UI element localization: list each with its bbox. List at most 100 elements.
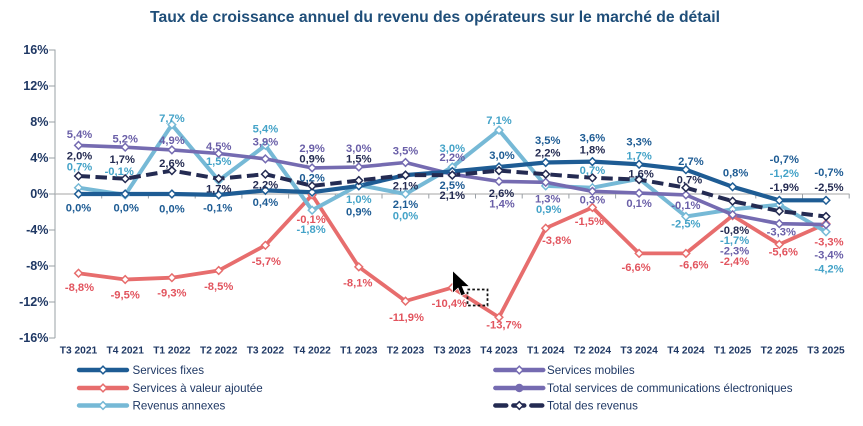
svg-text:Revenus annexes: Revenus annexes bbox=[133, 400, 226, 413]
svg-text:T3 2022: T3 2022 bbox=[247, 346, 285, 357]
svg-text:2,1%: 2,1% bbox=[393, 180, 419, 192]
svg-text:0,9%: 0,9% bbox=[299, 154, 325, 166]
svg-text:8%: 8% bbox=[30, 115, 48, 129]
svg-text:1,5%: 1,5% bbox=[346, 154, 372, 166]
svg-text:3,0%: 3,0% bbox=[346, 143, 372, 155]
svg-text:2,1%: 2,1% bbox=[440, 190, 466, 202]
svg-text:T2 2023: T2 2023 bbox=[387, 346, 425, 357]
svg-text:0,2%: 0,2% bbox=[299, 173, 325, 185]
svg-text:-3,3%: -3,3% bbox=[814, 237, 843, 249]
svg-text:2,6%: 2,6% bbox=[489, 188, 515, 200]
svg-text:-2,3%: -2,3% bbox=[720, 246, 749, 258]
svg-text:T4 2021: T4 2021 bbox=[107, 346, 145, 357]
svg-text:-1,8%: -1,8% bbox=[296, 224, 325, 236]
svg-text:4,5%: 4,5% bbox=[206, 141, 232, 153]
svg-text:Taux de croissance annuel du r: Taux de croissance annuel du revenu des … bbox=[150, 9, 720, 26]
svg-text:3,5%: 3,5% bbox=[535, 135, 561, 147]
svg-text:0,9%: 0,9% bbox=[536, 204, 562, 216]
svg-text:-0,8%: -0,8% bbox=[720, 225, 749, 237]
svg-text:T1 2023: T1 2023 bbox=[340, 346, 378, 357]
svg-text:-1,7%: -1,7% bbox=[720, 235, 749, 247]
svg-text:2,1%: 2,1% bbox=[393, 199, 419, 211]
svg-text:T2 2025: T2 2025 bbox=[761, 346, 799, 357]
svg-text:-2,5%: -2,5% bbox=[671, 218, 700, 230]
svg-text:-11,9%: -11,9% bbox=[389, 312, 424, 324]
svg-text:-0,7%: -0,7% bbox=[770, 154, 799, 166]
svg-text:-0,1%: -0,1% bbox=[105, 166, 134, 178]
svg-text:-13,7%: -13,7% bbox=[486, 320, 521, 332]
svg-text:-4,2%: -4,2% bbox=[814, 264, 843, 276]
svg-text:T1 2022: T1 2022 bbox=[153, 346, 191, 357]
svg-text:-5,6%: -5,6% bbox=[769, 247, 798, 259]
svg-text:T3 2025: T3 2025 bbox=[807, 346, 845, 357]
svg-text:1,7%: 1,7% bbox=[626, 150, 652, 162]
svg-text:0,1%: 0,1% bbox=[626, 198, 652, 210]
svg-text:T2 2022: T2 2022 bbox=[200, 346, 238, 357]
svg-text:7,1%: 7,1% bbox=[486, 115, 512, 127]
svg-text:1,3%: 1,3% bbox=[535, 193, 561, 205]
svg-text:0,0%: 0,0% bbox=[66, 203, 92, 215]
svg-text:-0,7%: -0,7% bbox=[814, 167, 843, 179]
svg-text:-8,1%: -8,1% bbox=[343, 278, 372, 290]
svg-text:1,8%: 1,8% bbox=[580, 144, 606, 156]
svg-text:Services fixes: Services fixes bbox=[133, 364, 205, 377]
svg-text:2,2%: 2,2% bbox=[440, 152, 466, 164]
svg-text:0,0%: 0,0% bbox=[393, 211, 419, 223]
svg-text:5,4%: 5,4% bbox=[253, 123, 279, 135]
svg-text:1,4%: 1,4% bbox=[489, 199, 515, 211]
svg-text:0,9%: 0,9% bbox=[346, 206, 372, 218]
svg-text:12%: 12% bbox=[23, 79, 48, 93]
svg-text:3,3%: 3,3% bbox=[626, 137, 652, 149]
svg-text:1,7%: 1,7% bbox=[206, 183, 232, 195]
svg-text:3,9%: 3,9% bbox=[253, 136, 279, 148]
svg-text:-1,9%: -1,9% bbox=[770, 182, 799, 194]
svg-text:-0,1%: -0,1% bbox=[671, 200, 700, 212]
svg-text:T2 2024: T2 2024 bbox=[574, 346, 612, 357]
svg-text:0,7%: 0,7% bbox=[677, 174, 703, 186]
svg-text:T1 2025: T1 2025 bbox=[714, 346, 752, 357]
svg-text:-0,1%: -0,1% bbox=[296, 214, 325, 226]
svg-text:-8,8%: -8,8% bbox=[65, 282, 94, 294]
svg-text:4%: 4% bbox=[30, 151, 48, 165]
svg-text:0,0%: 0,0% bbox=[159, 204, 185, 216]
svg-text:-6,6%: -6,6% bbox=[679, 260, 708, 272]
svg-text:Services à valeur ajoutée: Services à valeur ajoutée bbox=[133, 382, 263, 395]
svg-text:T4 2022: T4 2022 bbox=[293, 346, 331, 357]
svg-text:7,7%: 7,7% bbox=[159, 113, 185, 125]
svg-text:-8%: -8% bbox=[26, 259, 48, 273]
svg-text:2,7%: 2,7% bbox=[678, 156, 704, 168]
svg-text:T1 2024: T1 2024 bbox=[527, 346, 565, 357]
svg-text:0,0%: 0,0% bbox=[113, 203, 139, 215]
svg-text:-2,5%: -2,5% bbox=[814, 182, 843, 194]
svg-text:3,5%: 3,5% bbox=[393, 146, 419, 158]
svg-text:T3 2023: T3 2023 bbox=[434, 346, 472, 357]
svg-text:T4 2023: T4 2023 bbox=[480, 346, 518, 357]
svg-text:-9,3%: -9,3% bbox=[157, 288, 186, 300]
svg-text:-2,4%: -2,4% bbox=[720, 256, 749, 268]
svg-text:0,4%: 0,4% bbox=[253, 197, 279, 209]
svg-text:0,7%: 0,7% bbox=[67, 161, 93, 173]
svg-text:-0,1%: -0,1% bbox=[203, 203, 232, 215]
svg-text:Total services de communicatio: Total services de communications électro… bbox=[547, 382, 793, 395]
svg-text:0,3%: 0,3% bbox=[580, 195, 606, 207]
svg-text:2,5%: 2,5% bbox=[440, 180, 466, 192]
svg-text:-3,4%: -3,4% bbox=[814, 250, 843, 262]
svg-text:-1,5%: -1,5% bbox=[575, 216, 604, 228]
svg-text:-4%: -4% bbox=[26, 223, 48, 237]
svg-text:-9,5%: -9,5% bbox=[111, 290, 140, 302]
svg-text:3,6%: 3,6% bbox=[580, 133, 606, 145]
svg-text:-3,3%: -3,3% bbox=[767, 227, 796, 239]
svg-text:1,6%: 1,6% bbox=[628, 169, 654, 181]
svg-text:-16%: -16% bbox=[19, 331, 48, 345]
svg-text:5,2%: 5,2% bbox=[112, 134, 138, 146]
svg-text:4,9%: 4,9% bbox=[159, 135, 185, 147]
svg-text:-5,7%: -5,7% bbox=[252, 256, 281, 268]
svg-text:-6,6%: -6,6% bbox=[621, 262, 650, 274]
svg-text:T3 2021: T3 2021 bbox=[60, 346, 98, 357]
svg-text:0,7%: 0,7% bbox=[580, 165, 606, 177]
svg-text:-1,2%: -1,2% bbox=[770, 168, 799, 180]
svg-text:1,5%: 1,5% bbox=[206, 156, 232, 168]
svg-text:1,0%: 1,0% bbox=[346, 194, 372, 206]
svg-text:2,2%: 2,2% bbox=[535, 148, 561, 160]
svg-text:16%: 16% bbox=[23, 43, 48, 57]
